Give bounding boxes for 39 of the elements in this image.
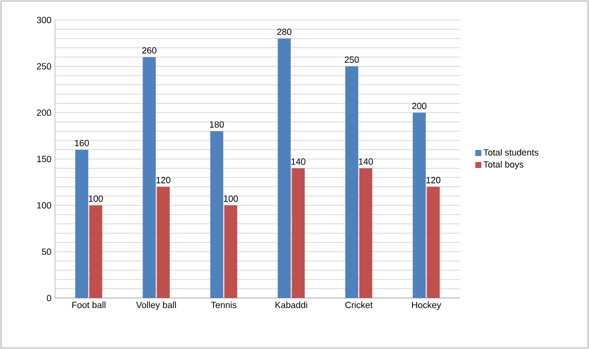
bar bbox=[426, 186, 440, 298]
bar bbox=[412, 112, 426, 298]
y-tick-label: 250 bbox=[36, 63, 52, 70]
x-tick-label: Tennis bbox=[211, 302, 236, 308]
bar bbox=[89, 205, 102, 298]
data-label: 140 bbox=[291, 158, 306, 165]
data-label: 100 bbox=[224, 195, 238, 202]
data-label: 120 bbox=[156, 176, 170, 184]
x-tick-label: Volley ball bbox=[136, 302, 176, 310]
data-label: 280 bbox=[277, 28, 292, 36]
bar bbox=[156, 186, 170, 298]
data-label: 200 bbox=[412, 102, 426, 110]
bar bbox=[142, 57, 156, 298]
y-tick-label: 200 bbox=[36, 109, 52, 116]
bar bbox=[278, 38, 291, 298]
data-label: 180 bbox=[210, 121, 224, 128]
data-label: 250 bbox=[344, 56, 359, 63]
x-tick-label: Cricket bbox=[345, 302, 373, 308]
bar bbox=[345, 66, 358, 298]
y-tick-label: 300 bbox=[36, 16, 52, 24]
data-label: 120 bbox=[426, 176, 440, 184]
bar bbox=[224, 205, 238, 298]
y-tick-label: 150 bbox=[37, 156, 52, 162]
bar bbox=[292, 168, 305, 298]
legend-label: Total boys bbox=[484, 160, 524, 170]
bar bbox=[75, 150, 88, 298]
x-tick-label: Hockey bbox=[412, 302, 442, 310]
data-label: 160 bbox=[74, 140, 89, 146]
legend-label: Total students bbox=[484, 149, 538, 156]
y-tick-label: 100 bbox=[37, 202, 52, 209]
bar bbox=[359, 168, 372, 298]
x-tick-label: Foot ball bbox=[72, 302, 106, 308]
data-label: 140 bbox=[358, 158, 373, 165]
y-tick-label: 0 bbox=[46, 294, 52, 302]
x-tick-label: Kabaddi bbox=[276, 302, 308, 308]
data-label: 100 bbox=[88, 195, 103, 202]
data-label: 260 bbox=[142, 47, 156, 54]
y-tick-label: 50 bbox=[42, 248, 52, 255]
bar bbox=[210, 131, 224, 298]
